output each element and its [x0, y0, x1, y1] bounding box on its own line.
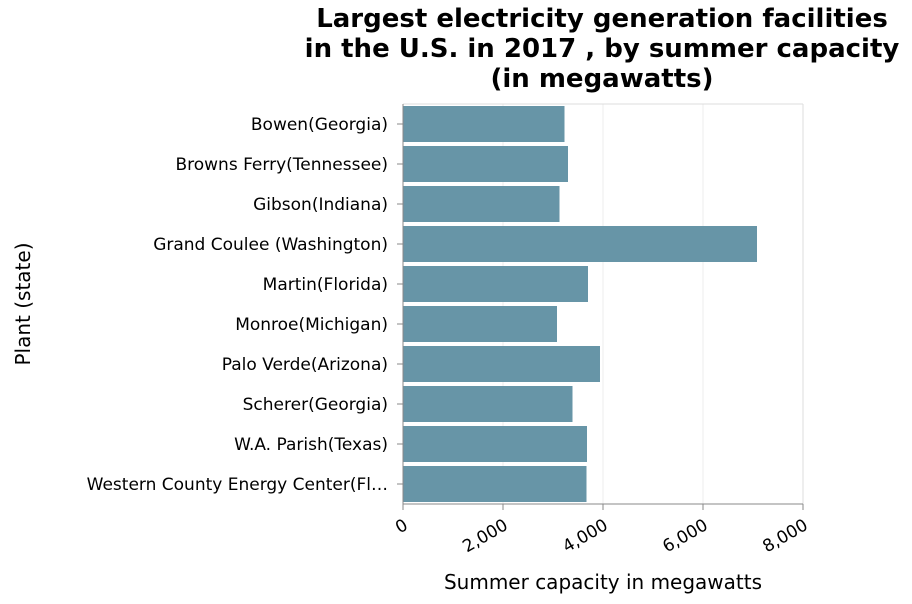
- x-tick-label-3: 6,000: [659, 515, 711, 557]
- y-tick-label-5: Monroe(Michigan): [235, 315, 388, 335]
- x-tick-label-0: 0: [392, 515, 411, 538]
- x-tick-label-2: 4,000: [559, 515, 611, 557]
- x-tick-label-4: 8,000: [759, 515, 811, 557]
- chart-title: Largest electricity generation facilitie…: [302, 4, 902, 94]
- bar-6: [403, 346, 600, 382]
- y-axis-label: Plant (state): [11, 242, 35, 365]
- y-tick-label-6: Palo Verde(Arizona): [222, 355, 388, 375]
- chart-title-line-3: (in megawatts): [490, 64, 714, 94]
- bar-5: [403, 306, 557, 342]
- bar-1: [403, 146, 568, 182]
- bar-3: [403, 226, 757, 262]
- bar-9: [403, 466, 587, 502]
- y-tick-label-3: Grand Coulee (Washington): [153, 235, 388, 255]
- bars: [403, 106, 757, 502]
- bar-8: [403, 426, 587, 462]
- y-tick-label-2: Gibson(Indiana): [253, 195, 388, 215]
- x-tick-label-1: 2,000: [459, 515, 511, 557]
- chart-title-line-2: in the U.S. in 2017 , by summer capacity: [304, 34, 900, 64]
- bar-2: [403, 186, 560, 222]
- x-axis: 0 2,000 4,000 6,000 8,000: [392, 503, 812, 557]
- y-tick-label-8: W.A. Parish(Texas): [234, 435, 388, 455]
- y-tick-label-7: Scherer(Georgia): [243, 395, 388, 415]
- y-axis: Bowen(Georgia) Browns Ferry(Tennessee) Gib…: [87, 104, 404, 504]
- bar-4: [403, 266, 588, 302]
- chart-title-line-1: Largest electricity generation facilitie…: [316, 4, 888, 34]
- y-tick-label-0: Bowen(Georgia): [251, 115, 388, 135]
- y-tick-label-4: Martin(Florida): [263, 275, 388, 295]
- y-tick-label-1: Browns Ferry(Tennessee): [175, 155, 388, 175]
- y-tick-label-9: Western County Energy Center(Fl…: [87, 475, 388, 495]
- x-axis-label: Summer capacity in megawatts: [444, 570, 762, 594]
- bar-7: [403, 386, 573, 422]
- bar-0: [403, 106, 565, 142]
